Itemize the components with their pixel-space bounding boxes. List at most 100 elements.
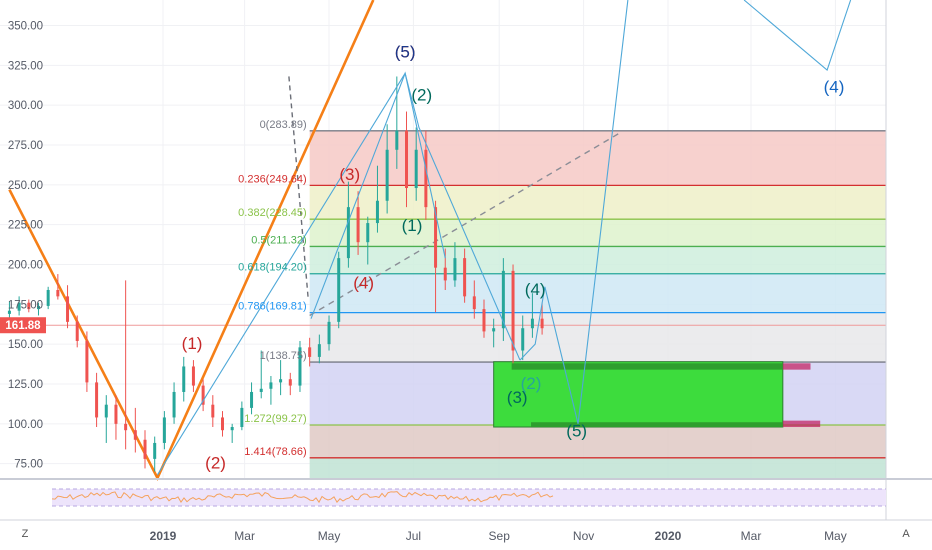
candle-body — [501, 270, 505, 329]
price-tick-label: 325.00 — [8, 60, 43, 72]
wave-projection-path — [156, 71, 521, 476]
candle-body — [182, 366, 186, 392]
price-tick-label: 225.00 — [8, 220, 43, 232]
candle-body — [46, 289, 50, 306]
time-tick-label: May — [824, 529, 847, 543]
candle-body — [201, 385, 205, 405]
candle-body — [482, 309, 486, 332]
candle-body — [143, 439, 147, 459]
candle-body — [133, 430, 137, 440]
wave-label: (2) — [411, 85, 432, 104]
target-zone-marker — [782, 363, 811, 370]
time-tick-label: 2020 — [655, 529, 682, 543]
price-tick-label: 150.00 — [8, 339, 43, 351]
time-axis[interactable]: 2019 Mar May Jul Sep Nov 2020 Mar May — [150, 529, 847, 543]
drawings-over — [156, 0, 852, 476]
last-price-marker: 161.88 — [0, 317, 46, 334]
candle-body — [95, 382, 99, 418]
price-tick-label: 175.00 — [8, 299, 43, 311]
candle-body — [317, 344, 321, 357]
wave-label: (5) — [566, 422, 587, 441]
time-tick-label: Mar — [234, 529, 255, 543]
wave-target-path — [519, 0, 629, 424]
target-zone-bottom-band — [531, 422, 783, 428]
wave-label: (4) — [353, 273, 374, 292]
candle-body — [211, 404, 215, 418]
fib-level-label: 0.618(194.20) — [238, 262, 307, 274]
wave-label: (1) — [402, 216, 423, 235]
candle-body — [114, 404, 118, 424]
wave-label: (2) — [205, 453, 226, 472]
fib-level-label: 0.236(249.64) — [238, 173, 307, 185]
price-tick-label: 300.00 — [8, 100, 43, 112]
wave-label: (1) — [182, 334, 203, 353]
candle-body — [405, 130, 409, 189]
rsi-panel — [51, 488, 886, 507]
candle-body — [492, 328, 496, 332]
wave-label: (5) — [395, 42, 416, 61]
price-axis[interactable]: 350.00 325.00 300.00 275.00 250.00 225.00 200.… — [8, 20, 43, 470]
fib-level-label: 0.5(211.32) — [251, 234, 306, 246]
candle-body — [395, 130, 399, 150]
fib-zone — [309, 424, 886, 458]
price-tick-label: 75.00 — [14, 459, 43, 471]
auto-scale-a-button[interactable]: A — [895, 523, 917, 545]
candle-body — [298, 347, 302, 386]
candle-body — [385, 149, 389, 201]
candle-body — [424, 149, 428, 208]
candle-body — [288, 379, 292, 386]
candle-body — [375, 200, 379, 224]
candle-body — [540, 318, 544, 329]
candle-body — [346, 207, 350, 259]
fib-level-label: 1(138.75) — [260, 350, 307, 362]
rsi-line — [51, 491, 554, 504]
candle-body — [27, 302, 31, 310]
candle-body — [230, 427, 234, 431]
candle-body — [327, 321, 331, 345]
candle-body — [269, 382, 273, 389]
a-button-label: A — [902, 528, 910, 540]
candle-body — [191, 366, 195, 386]
time-tick-label: Mar — [741, 529, 762, 543]
candle-body — [521, 328, 525, 351]
candle-body — [75, 321, 79, 341]
fib-level-label: 0.382(228.45) — [238, 207, 307, 219]
auto-scale-z-button[interactable]: Z — [14, 523, 36, 545]
price-tick-label: 200.00 — [8, 259, 43, 271]
fib-level-labels: 0(283.89) 0.236(249.64) 0.382(228.45) 0.5(2… — [238, 119, 307, 458]
candle-body — [463, 258, 467, 297]
candle-body — [443, 267, 447, 281]
price-tick-label: 350.00 — [8, 20, 43, 32]
candle-body — [240, 407, 244, 428]
candle-body — [511, 270, 515, 351]
price-tick-label: 125.00 — [8, 379, 43, 391]
target-zone-top-band — [511, 363, 783, 370]
candle-body — [153, 442, 157, 459]
candle-body — [36, 305, 40, 310]
future-wave-path — [743, 0, 852, 72]
target-zone-box — [493, 361, 784, 428]
candle-body — [162, 417, 166, 443]
candle-body — [104, 404, 108, 418]
candle-body — [337, 258, 341, 322]
candle-body — [17, 302, 21, 311]
candle-body — [356, 207, 360, 243]
target-zone-marker — [782, 420, 821, 428]
fib-zone — [309, 312, 886, 363]
candle-body — [434, 207, 438, 268]
fib-level-label: 0(283.89) — [260, 119, 307, 131]
candle-body — [453, 258, 457, 281]
price-tick-label: 275.00 — [8, 140, 43, 152]
price-tick-label: 100.00 — [8, 419, 43, 431]
rsi-band — [52, 489, 886, 506]
candle-body — [220, 417, 224, 431]
fib-level-label: 0.786(169.81) — [238, 301, 307, 313]
candle-body — [172, 391, 176, 418]
candle-body — [308, 347, 312, 357]
wave-label: (2) — [521, 374, 542, 393]
dashed-trend-line — [309, 131, 622, 317]
candle-body — [414, 149, 418, 189]
fib-zone — [309, 457, 886, 478]
time-tick-label: May — [318, 529, 341, 543]
